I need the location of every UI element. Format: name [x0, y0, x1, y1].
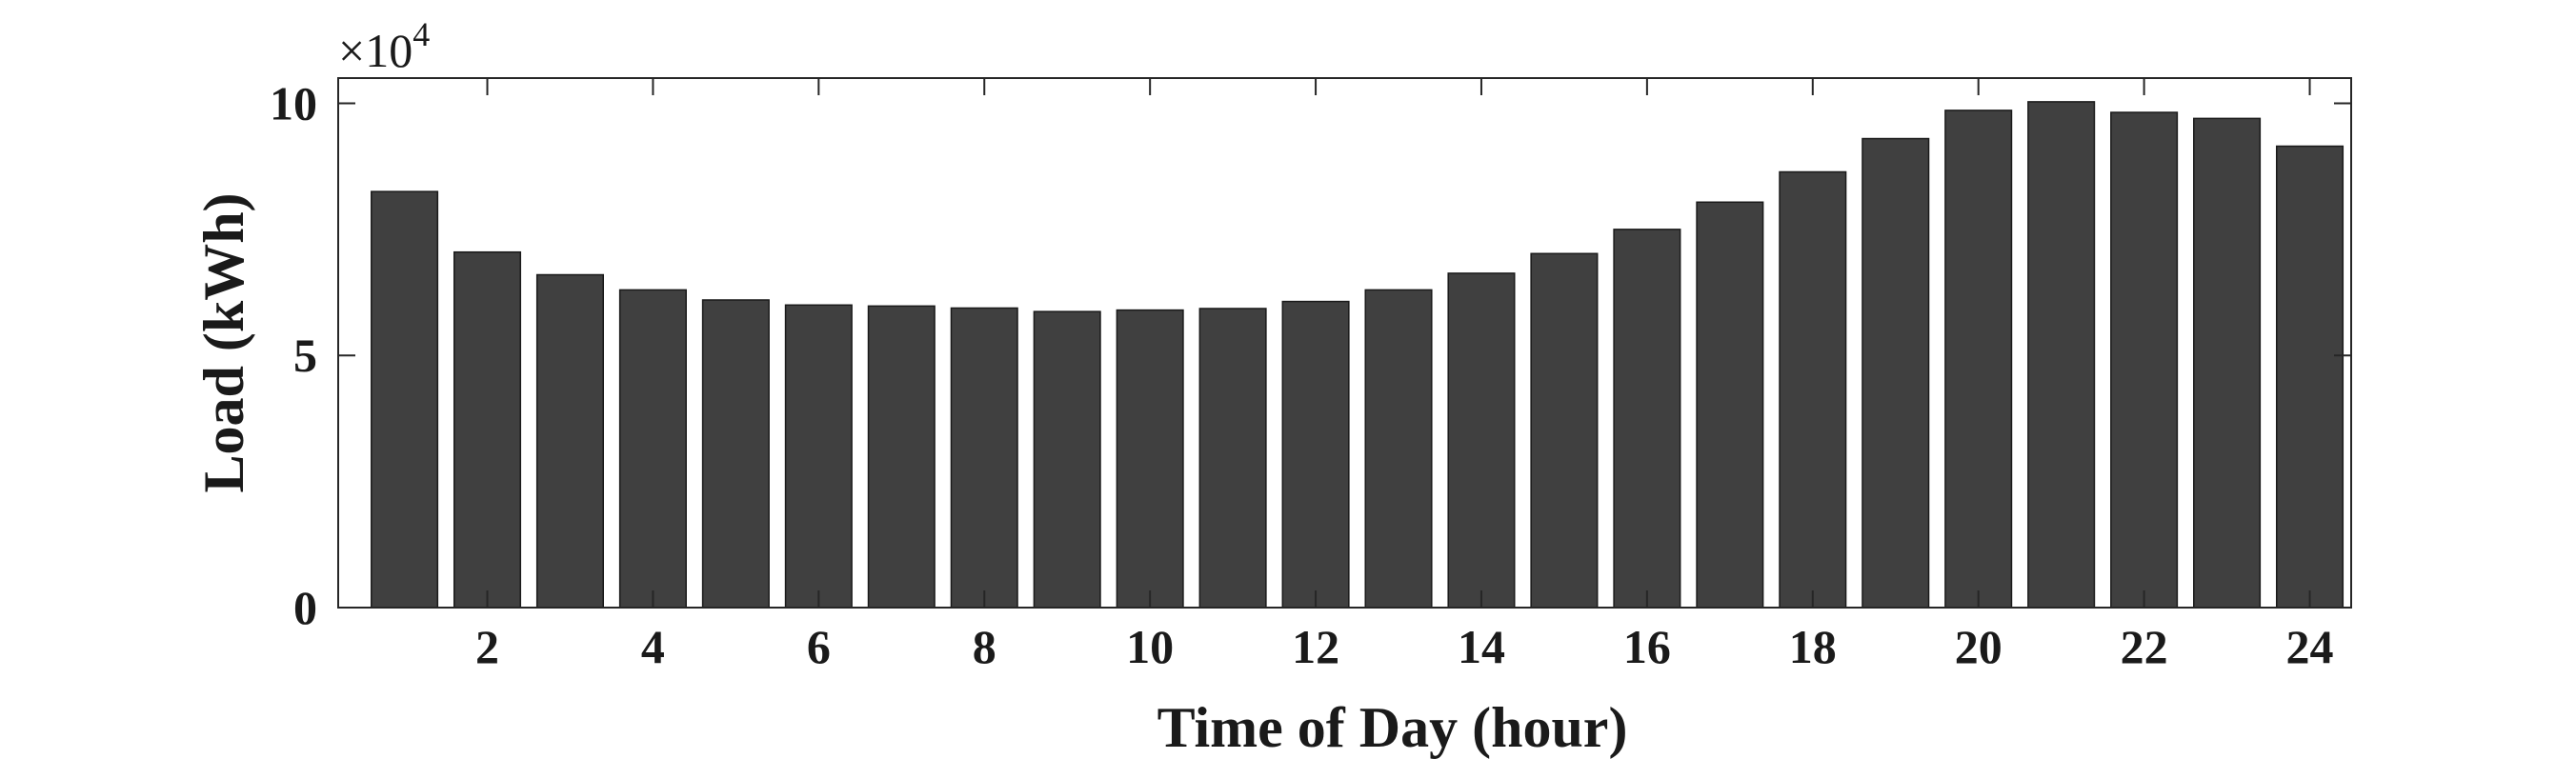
- bar-hour-19: [1862, 137, 1930, 609]
- y-axis-multiplier-base: ×10: [338, 24, 413, 77]
- bar-hour-18: [1779, 170, 1847, 609]
- bar-hour-5: [701, 299, 770, 609]
- x-tick-label-24: 24: [2286, 620, 2334, 673]
- x-tick-label-2: 2: [475, 620, 499, 673]
- y-axis-label: Load (kWh): [192, 192, 255, 492]
- bar-hour-20: [1944, 110, 2013, 609]
- bar-hour-7: [867, 305, 936, 609]
- bar-hour-10: [1116, 309, 1184, 609]
- bar-hour-1: [371, 190, 439, 609]
- bar-hour-9: [1033, 310, 1101, 609]
- bar-hour-14: [1447, 272, 1516, 609]
- y-axis-multiplier-exponent: 4: [413, 15, 430, 53]
- x-tick-label-16: 16: [1623, 620, 1671, 673]
- plot-area-frame: [337, 77, 2352, 609]
- bar-hour-23: [2193, 117, 2262, 609]
- y-axis-multiplier: ×104: [338, 15, 430, 77]
- x-tick-label-20: 20: [1955, 620, 2002, 673]
- bar-hour-4: [618, 289, 687, 609]
- y-tick-label-5: 5: [293, 329, 317, 382]
- bar-hour-12: [1281, 300, 1350, 609]
- bar-hour-11: [1198, 308, 1267, 609]
- bar-hour-21: [2027, 101, 2096, 609]
- x-tick-label-10: 10: [1126, 620, 1174, 673]
- x-tick-label-22: 22: [2121, 620, 2168, 673]
- x-tick-label-14: 14: [1458, 620, 1505, 673]
- bar-hour-2: [453, 250, 522, 609]
- y-tick-label-0: 0: [293, 581, 317, 634]
- bar-hour-15: [1530, 252, 1599, 609]
- bar-hour-6: [784, 304, 853, 609]
- bar-hour-8: [950, 307, 1018, 609]
- x-tick-label-12: 12: [1292, 620, 1339, 673]
- x-axis-label: Time of Day (hour): [1157, 696, 1628, 759]
- bars-group: [371, 101, 2345, 609]
- y-tick-label-10: 10: [270, 76, 317, 130]
- bar-hour-22: [2110, 111, 2179, 609]
- x-tick-label-4: 4: [641, 620, 665, 673]
- x-tick-label-8: 8: [973, 620, 996, 673]
- x-tick-label-6: 6: [807, 620, 831, 673]
- bar-hour-16: [1613, 229, 1681, 609]
- bar-hour-24: [2275, 145, 2345, 609]
- bar-hour-13: [1364, 289, 1433, 609]
- x-tick-label-18: 18: [1789, 620, 1837, 673]
- bar-hour-3: [535, 273, 605, 609]
- bar-hour-17: [1696, 201, 1764, 609]
